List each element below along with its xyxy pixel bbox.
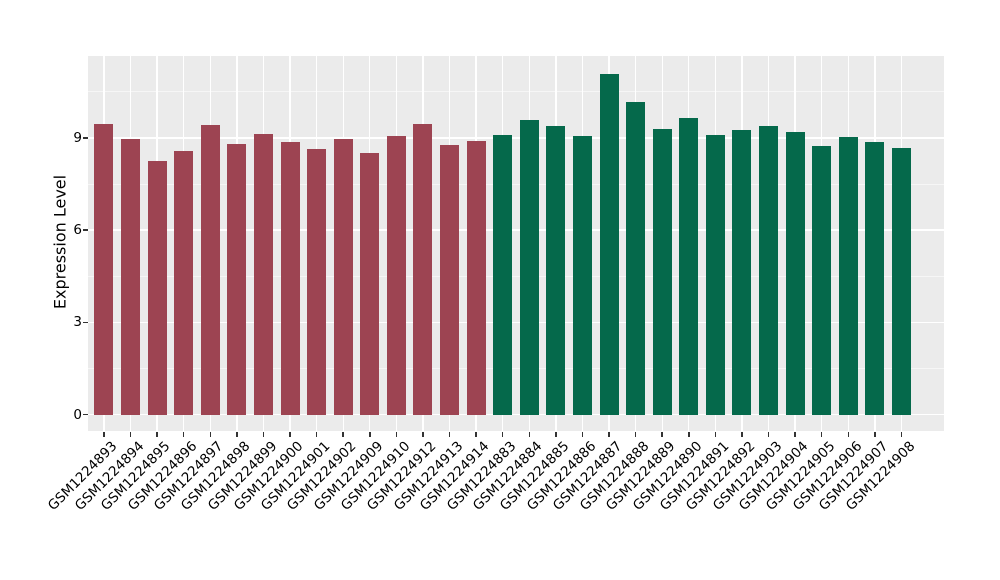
y-tick-label: 3 — [73, 314, 82, 331]
x-tick-mark — [315, 432, 318, 437]
y-tick-mark — [83, 229, 88, 231]
x-tick-mark — [236, 432, 238, 437]
plot-panel — [88, 56, 944, 431]
x-tick-mark — [475, 432, 477, 437]
y-tick-label: 9 — [73, 130, 82, 147]
bar — [200, 124, 220, 415]
x-tick-mark — [342, 432, 344, 437]
bar — [572, 136, 592, 415]
bar — [466, 141, 486, 415]
bar — [865, 142, 885, 415]
bar — [413, 124, 433, 415]
bar — [838, 137, 858, 415]
x-tick-mark — [688, 432, 690, 437]
bar — [785, 131, 805, 415]
x-tick-mark — [182, 432, 185, 437]
x-tick-mark — [820, 432, 823, 437]
x-tick-mark — [369, 432, 371, 437]
x-tick-mark — [741, 432, 743, 437]
x-tick-mark — [634, 432, 637, 437]
gridline-minor-h — [88, 183, 944, 185]
bar — [333, 138, 353, 415]
x-tick-mark — [794, 432, 796, 437]
y-tick-mark — [83, 413, 88, 416]
x-tick-mark — [581, 432, 584, 437]
x-tick-mark — [528, 432, 531, 437]
x-tick-mark — [501, 432, 504, 437]
bar — [174, 150, 194, 415]
bar — [307, 148, 327, 415]
bar — [360, 152, 380, 415]
bar — [519, 119, 539, 415]
bar — [759, 126, 779, 415]
x-tick-mark — [156, 432, 158, 437]
bar — [679, 118, 699, 415]
bar — [227, 144, 247, 415]
bar — [94, 123, 114, 415]
bar — [812, 146, 832, 415]
x-tick-mark — [900, 432, 903, 437]
bar — [626, 102, 646, 415]
bar — [652, 128, 672, 415]
gridline-major-h — [88, 137, 944, 139]
x-tick-mark — [714, 432, 717, 437]
x-tick-mark — [422, 432, 424, 437]
gridline-minor-h — [88, 367, 944, 369]
bar — [732, 129, 752, 415]
y-axis-title: Expression Level — [50, 174, 70, 310]
x-tick-mark — [767, 432, 770, 437]
x-tick-mark — [608, 432, 610, 437]
bar — [546, 126, 566, 415]
x-tick-mark — [395, 432, 398, 437]
gridline-minor-h — [88, 275, 944, 277]
y-tick-mark — [83, 137, 88, 139]
bar — [280, 142, 300, 415]
bar — [891, 148, 911, 415]
x-tick-mark — [847, 432, 850, 437]
bar — [440, 145, 460, 415]
bar — [121, 138, 141, 415]
y-tick-label: 6 — [73, 222, 82, 239]
bar — [493, 134, 513, 415]
bar — [386, 136, 406, 415]
x-tick-mark — [448, 432, 451, 437]
gridline-major-h — [88, 413, 944, 416]
x-tick-mark — [289, 432, 291, 437]
gridline-minor-h — [88, 91, 944, 93]
bar — [705, 135, 725, 415]
x-tick-mark — [209, 432, 212, 437]
bar — [599, 74, 619, 415]
bar — [147, 161, 167, 415]
gridline-major-h — [88, 229, 944, 231]
x-tick-mark — [129, 432, 132, 437]
y-tick-mark — [83, 321, 88, 324]
gridline-major-h — [88, 321, 944, 324]
bar — [253, 134, 273, 415]
x-tick-mark — [874, 432, 876, 437]
x-tick-mark — [103, 432, 105, 437]
x-tick-mark — [661, 432, 663, 437]
y-tick-label: 0 — [73, 406, 82, 423]
x-tick-mark — [555, 432, 557, 437]
x-tick-mark — [262, 432, 265, 437]
